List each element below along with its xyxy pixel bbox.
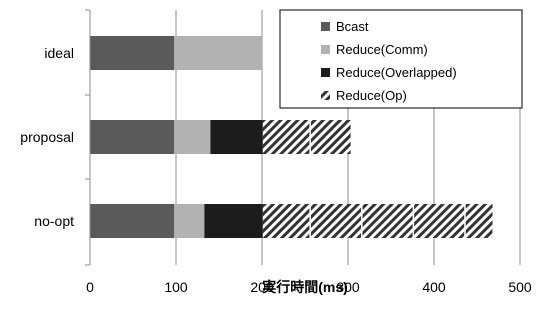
category-label-proposal: proposal [20,129,74,145]
x-tick-label-300: 300 [336,279,360,295]
x-tick-label-0: 0 [86,279,94,295]
bars [90,36,493,238]
bar-proposal-reduce-op- [262,120,351,154]
bar-proposal-reduce-overlapped- [210,120,263,154]
legend-label-reduce-op-: Reduce(Op) [336,88,407,103]
bar-proposal-bcast [90,120,175,154]
x-tick-label-400: 400 [422,279,446,295]
legend-label-bcast: Bcast [336,19,369,34]
legend-swatch-bcast [321,22,330,31]
bar-ideal-bcast [90,36,175,70]
bar-no-opt-reduce-overlapped- [204,204,263,238]
x-tick-label-500: 500 [508,279,532,295]
legend-label-reduce-comm-: Reduce(Comm) [336,42,428,57]
legend-swatch-reduce-comm- [321,45,330,54]
legend-box [279,9,523,109]
legend-swatch-reduce-overlapped- [321,68,330,77]
bar-no-opt-bcast [90,204,175,238]
axes: 0 100 200 300 400 500 ideal proposal no-opt [20,9,532,295]
category-label-ideal: ideal [44,45,74,61]
x-tick-label-100: 100 [164,279,188,295]
bar-no-opt-reduce-op- [262,204,493,238]
bar-no-opt-reduce-comm- [174,204,205,238]
x-axis-title: 実行時間(ms) [262,279,348,295]
bar-proposal-reduce-comm- [174,120,211,154]
category-label-no-opt: no-opt [34,213,74,229]
legend-swatch-reduce-op- [321,91,330,100]
x-tick-label-200: 200 [250,279,274,295]
legend-label-reduce-overlapped-: Reduce(Overlapped) [336,65,457,80]
bar-ideal-reduce-comm- [174,36,262,70]
legend: Bcast Reduce(Comm) Reduce(Overlapped) Reduc… [279,9,523,109]
